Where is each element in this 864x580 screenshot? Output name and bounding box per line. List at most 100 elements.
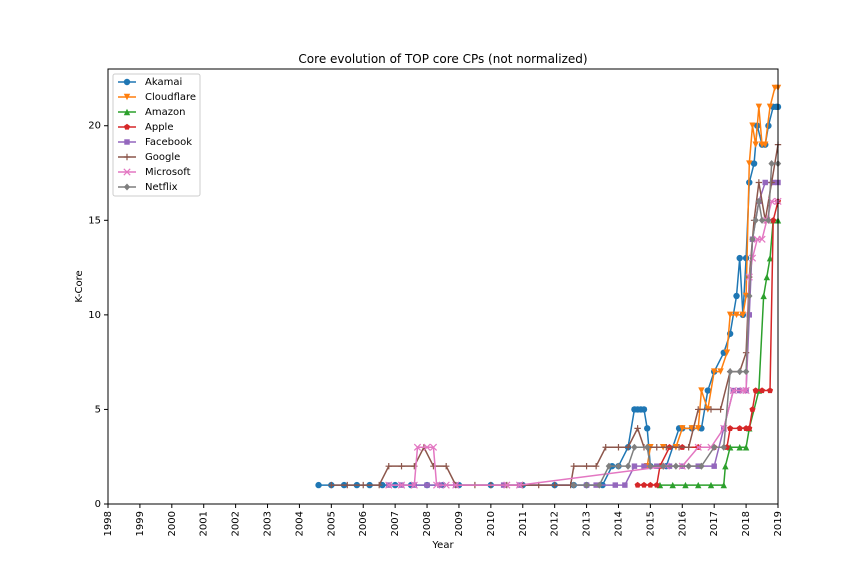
data-point-microsoft <box>385 481 393 489</box>
data-point-cloudflare <box>749 122 756 129</box>
data-point-google <box>602 444 609 451</box>
y-tick-label: 10 <box>88 310 101 321</box>
data-point-google <box>685 444 692 451</box>
data-point-facebook <box>622 482 628 488</box>
data-point-microsoft <box>758 235 766 243</box>
x-tick-label: 2019 <box>773 511 784 536</box>
x-axis: 1998 1999 2000 2001 2002 2003 2004 2005 2006 2007… <box>103 504 784 536</box>
data-point-microsoft <box>742 386 750 395</box>
data-point-netflix <box>570 481 578 489</box>
data-point-microsoft <box>452 481 460 489</box>
y-tick-label: 15 <box>88 215 101 226</box>
series-line-google <box>331 144 779 486</box>
data-point-google <box>583 462 590 470</box>
data-point-google <box>663 444 670 451</box>
x-tick-label: 2008 <box>422 511 433 536</box>
legend-label-microsoft: Microsoft <box>145 167 191 178</box>
legend-marker-apple <box>123 123 131 130</box>
data-point-microsoft <box>413 443 422 451</box>
legend-marker-akamai <box>123 78 131 86</box>
data-point-cloudflare <box>726 311 734 319</box>
data-point-google <box>592 462 600 470</box>
data-point-akamai <box>742 254 750 262</box>
series-cloudflare <box>643 84 782 470</box>
data-point-netflix <box>720 443 727 451</box>
data-point-facebook <box>746 312 753 318</box>
legend-label-facebook: Facebook <box>145 137 192 148</box>
legend-marker-facebook <box>124 139 130 145</box>
data-point-google <box>624 444 632 451</box>
data-point-netflix <box>643 443 651 451</box>
data-point-netflix <box>752 216 759 224</box>
data-point-amazon <box>742 444 750 451</box>
data-point-google <box>344 481 351 489</box>
x-tick-label: 2003 <box>263 511 274 536</box>
data-point-google <box>707 406 715 413</box>
data-point-netflix <box>698 462 705 470</box>
data-point-amazon <box>763 273 771 281</box>
data-point-cloudflare <box>739 311 747 319</box>
data-point-apple <box>749 406 756 413</box>
legend-label-apple: Apple <box>145 122 173 133</box>
data-point-apple <box>653 481 660 488</box>
x-tick-label: 1999 <box>135 511 146 536</box>
data-point-google <box>570 462 578 470</box>
data-point-amazon <box>766 254 774 262</box>
y-tick-label: 0 <box>95 499 101 510</box>
data-point-cloudflare <box>752 141 759 148</box>
data-point-netflix <box>765 216 772 224</box>
data-point-akamai <box>640 406 648 413</box>
data-point-netflix <box>605 462 613 470</box>
data-point-google <box>360 481 367 489</box>
x-tick-label: 2018 <box>741 511 752 536</box>
x-tick-label: 2000 <box>167 511 178 536</box>
x-tick-label: 2001 <box>199 511 210 536</box>
data-point-akamai <box>750 160 758 167</box>
data-point-cloudflare <box>755 103 763 111</box>
plot-frame <box>107 68 779 505</box>
data-point-facebook <box>424 482 430 488</box>
data-point-facebook <box>612 482 619 488</box>
data-point-netflix <box>659 462 667 470</box>
data-point-apple <box>634 481 641 488</box>
data-point-microsoft <box>503 481 511 489</box>
x-tick-label: 2010 <box>486 511 497 536</box>
data-point-cloudflare <box>710 368 718 375</box>
data-point-netflix <box>672 462 680 470</box>
data-point-amazon <box>669 481 676 489</box>
x-tick-label: 2012 <box>550 511 561 536</box>
data-point-amazon <box>720 481 727 489</box>
data-point-netflix <box>742 368 750 376</box>
data-point-microsoft <box>729 386 737 395</box>
data-point-apple <box>746 425 753 431</box>
data-point-google <box>755 179 763 186</box>
series-netflix <box>570 160 782 489</box>
plot-area <box>107 68 782 505</box>
data-point-google <box>695 406 702 413</box>
legend-marker-cloudflare <box>123 93 131 101</box>
data-point-netflix <box>755 197 763 205</box>
x-tick-label: 2002 <box>231 511 242 536</box>
x-tick-label: 2011 <box>518 511 529 536</box>
data-point-netflix <box>768 160 775 168</box>
data-point-apple <box>766 387 774 394</box>
data-point-apple <box>759 387 766 394</box>
x-tick-label: 2006 <box>358 511 369 536</box>
data-point-cloudflare <box>723 349 731 356</box>
x-tick-label: 2007 <box>390 511 401 536</box>
data-point-amazon <box>707 481 715 489</box>
data-point-cloudflare <box>733 311 740 319</box>
legend-label-cloudflare: Cloudflare <box>145 92 196 103</box>
data-point-apple <box>752 387 759 394</box>
data-point-google <box>442 462 450 470</box>
data-point-microsoft <box>694 443 702 451</box>
data-point-cloudflare <box>766 103 774 111</box>
legend-label-google: Google <box>145 152 180 163</box>
data-point-google <box>634 425 641 432</box>
data-point-akamai <box>736 254 743 262</box>
data-point-apple <box>736 425 743 431</box>
data-point-netflix <box>583 481 590 489</box>
data-point-netflix <box>749 235 756 243</box>
x-tick-label: 2009 <box>454 511 465 536</box>
data-point-amazon <box>722 462 729 470</box>
